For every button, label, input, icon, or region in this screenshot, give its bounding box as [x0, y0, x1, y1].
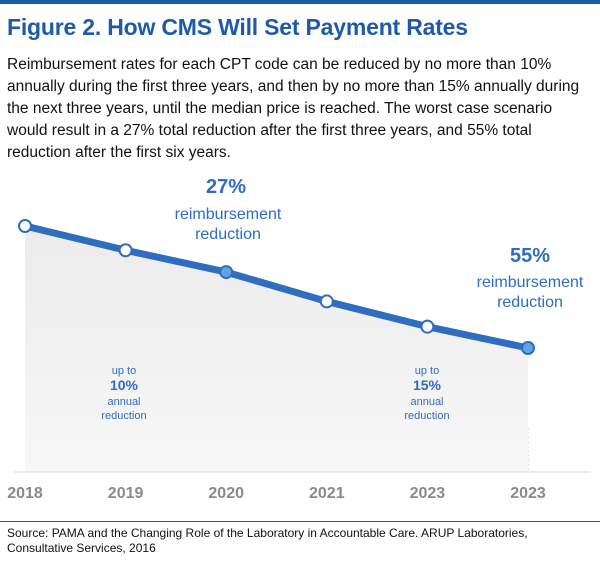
period2-prefix: up to [415, 365, 439, 377]
bottom-rule [0, 521, 600, 522]
period2-value: 15% [413, 377, 442, 393]
annotation-27pct: 27% reimbursement reduction [175, 176, 282, 243]
x-tick-label: 2018 [7, 485, 43, 500]
annotation-period2: up to 15% annual reduction [404, 365, 449, 422]
period2-line2: reduction [404, 410, 449, 422]
x-tick-label: 2020 [208, 485, 244, 500]
period1-line1: annual [107, 396, 140, 408]
period2-line1: annual [410, 396, 443, 408]
series-line [21, 222, 532, 352]
period1-line2: reduction [101, 410, 146, 422]
x-tick-label: 2023 [510, 485, 546, 500]
payment-rate-chart: 2018 2019 2020 2021 2023 2023 27% reimburseme… [7, 176, 590, 500]
source-note: Source: PAMA and the Changing Role of th… [7, 526, 528, 555]
figure-description: Reimbursement rates for each CPT code ca… [7, 56, 580, 161]
period1-value: 10% [110, 377, 139, 393]
top-rule [0, 0, 600, 4]
data-point-3 [219, 265, 234, 280]
x-tick-label: 2021 [309, 485, 345, 500]
data-point-1 [18, 219, 32, 233]
data-point-2 [118, 243, 133, 258]
annotation-55pct-line1: reimbursement [477, 274, 584, 291]
period1-prefix: up to [112, 365, 136, 377]
data-point-5 [420, 319, 435, 334]
area-fill [25, 226, 528, 472]
annotation-27pct-line1: reimbursement [175, 206, 282, 223]
annotation-55pct-value: 55% [510, 245, 550, 267]
annotation-period1: up to 10% annual reduction [101, 365, 146, 422]
data-point-4 [319, 294, 334, 309]
annotation-55pct: 55% reimbursement reduction [477, 245, 584, 311]
annotation-27pct-line2: reduction [195, 226, 261, 243]
x-tick-label: 2019 [108, 485, 144, 500]
figure-title: Figure 2. How CMS Will Set Payment Rates [7, 14, 468, 40]
data-point-6 [521, 341, 535, 355]
annotation-55pct-line2: reduction [497, 294, 563, 311]
annotation-27pct-value: 27% [206, 176, 246, 198]
x-tick-label: 2023 [410, 485, 446, 500]
